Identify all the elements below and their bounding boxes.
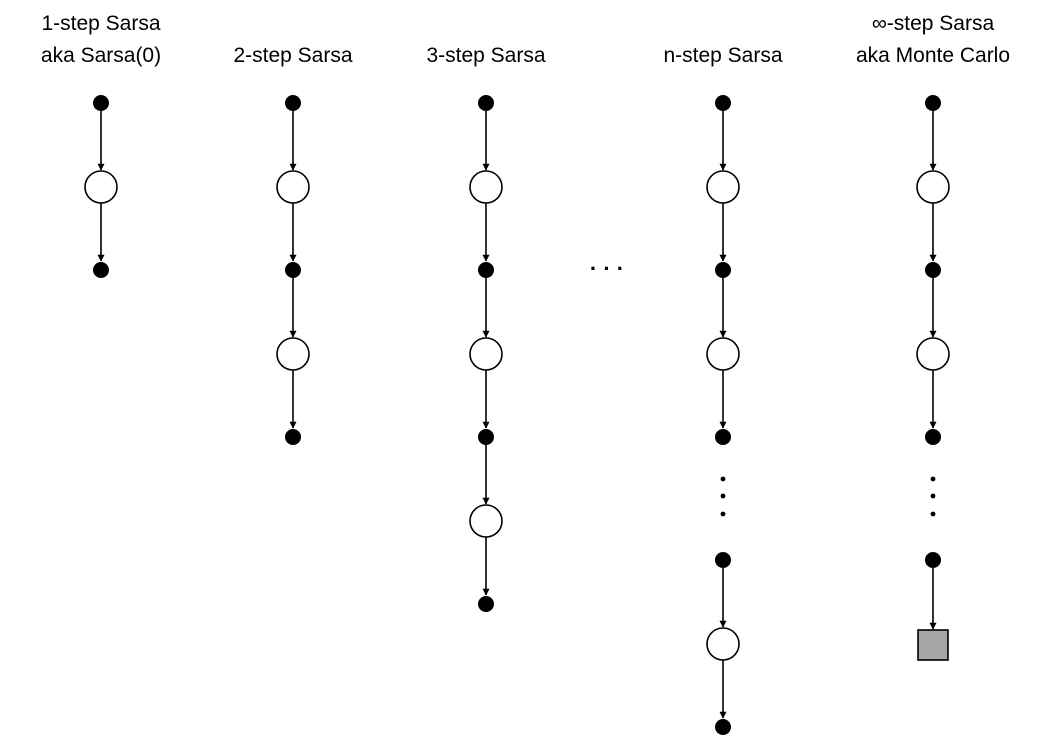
state-node — [925, 95, 941, 111]
state-node — [715, 552, 731, 568]
vertical-ellipsis-dot — [720, 476, 726, 482]
state-node — [478, 262, 494, 278]
column-title: ∞-step Sarsa — [872, 12, 995, 35]
vertical-ellipsis-dot — [720, 493, 726, 499]
action-node — [916, 170, 950, 204]
state-node — [285, 95, 301, 111]
state-node — [715, 719, 731, 735]
vertical-ellipsis-dot — [930, 476, 936, 482]
column-title: 3-step Sarsa — [426, 44, 545, 67]
state-node — [285, 262, 301, 278]
state-node — [925, 262, 941, 278]
action-node — [706, 337, 740, 371]
action-node — [469, 337, 503, 371]
state-node — [925, 429, 941, 445]
column-title: 1-step Sarsa — [41, 12, 160, 35]
state-node — [478, 95, 494, 111]
state-node — [715, 429, 731, 445]
vertical-ellipsis-dot — [720, 511, 726, 517]
column-title: n-step Sarsa — [663, 44, 782, 67]
state-node — [93, 262, 109, 278]
column-title: 2-step Sarsa — [233, 44, 352, 67]
vertical-ellipsis-dot — [930, 493, 936, 499]
vertical-ellipsis-dot — [930, 511, 936, 517]
state-node — [925, 552, 941, 568]
state-node — [715, 95, 731, 111]
state-node — [715, 262, 731, 278]
action-node — [469, 504, 503, 538]
action-node — [276, 170, 310, 204]
action-node — [276, 337, 310, 371]
state-node — [478, 429, 494, 445]
action-node — [469, 170, 503, 204]
action-node — [706, 627, 740, 661]
column-title: aka Monte Carlo — [856, 44, 1010, 67]
action-node — [916, 337, 950, 371]
action-node — [84, 170, 118, 204]
state-node — [93, 95, 109, 111]
state-node — [478, 596, 494, 612]
terminal-node — [917, 629, 949, 661]
state-node — [285, 429, 301, 445]
column-title: aka Sarsa(0) — [41, 44, 161, 67]
horizontal-ellipsis: · · · — [590, 256, 624, 281]
action-node — [706, 170, 740, 204]
